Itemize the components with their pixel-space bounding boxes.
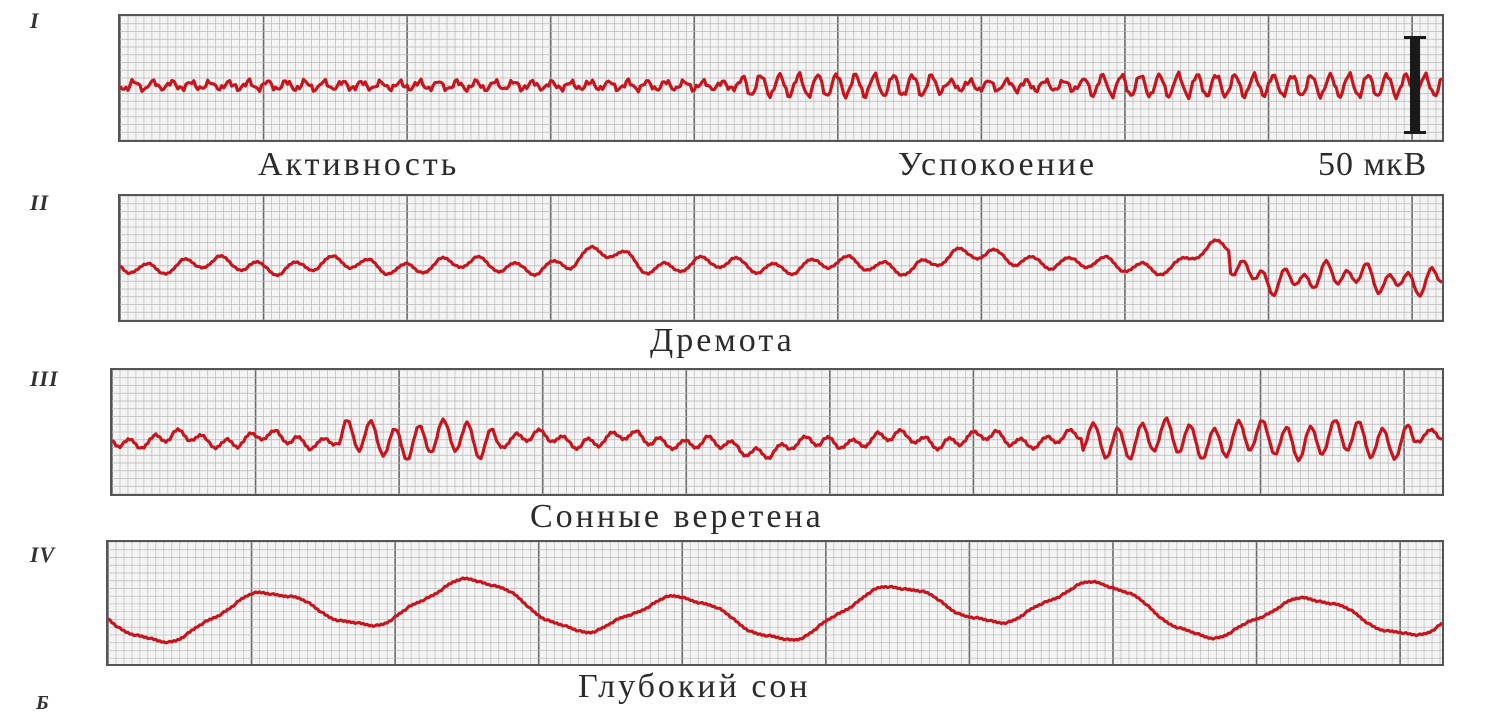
eeg-wave bbox=[120, 70, 1442, 101]
amplitude-scale-bar bbox=[1404, 36, 1426, 134]
eeg-trace-stage-3 bbox=[112, 370, 1442, 494]
eeg-trace-stage-4 bbox=[108, 542, 1442, 664]
grid bbox=[120, 196, 1442, 320]
caption-deep-sleep: Глубокий сон bbox=[578, 668, 811, 705]
eeg-wave bbox=[112, 416, 1442, 463]
caption-activity: Активность bbox=[258, 146, 460, 183]
eeg-trace-stage-1 bbox=[120, 16, 1442, 140]
stage-numeral-4: IV bbox=[30, 542, 56, 567]
eeg-panel-stage-1 bbox=[118, 14, 1444, 142]
stage-numeral-1: I bbox=[30, 8, 40, 33]
caption-drowsiness: Дремота bbox=[650, 322, 795, 359]
eeg-panel-stage-2 bbox=[118, 194, 1444, 322]
eeg-wave bbox=[120, 238, 1442, 298]
eeg-trace-stage-2 bbox=[120, 196, 1442, 320]
eeg-wave bbox=[108, 576, 1442, 645]
stage-numeral-3: III bbox=[30, 366, 59, 391]
caption-sleep-spindles: Сонные веретена bbox=[530, 498, 824, 535]
stage-numeral-2: II bbox=[30, 190, 50, 215]
eeg-panel-stage-3 bbox=[110, 368, 1444, 496]
caption-calming: Успокоение bbox=[898, 146, 1098, 183]
figure-letter: Б bbox=[36, 692, 50, 714]
scale-label: 50 мкВ bbox=[1318, 146, 1428, 183]
eeg-panel-stage-4 bbox=[106, 540, 1444, 666]
